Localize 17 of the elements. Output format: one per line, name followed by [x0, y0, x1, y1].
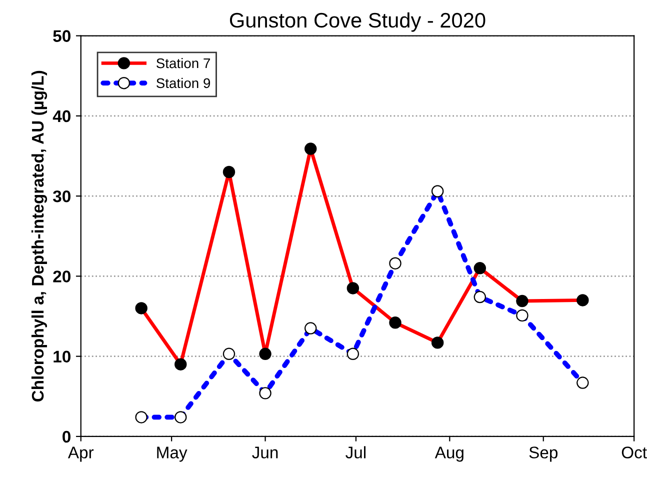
x-tick-label: May	[157, 446, 188, 462]
legend-label: Station 9	[156, 78, 210, 88]
y-tick-label: 40	[52, 110, 70, 122]
x-tick-label: Aug	[434, 446, 464, 462]
y-tick-label: 50	[53, 30, 70, 42]
legend-label: Station 7	[156, 58, 210, 68]
y-tick-label: 10	[54, 350, 70, 363]
y-tick-label: 30	[53, 190, 70, 202]
y-tick-label: 0	[62, 430, 70, 443]
x-tick-label: Sep	[529, 446, 558, 462]
x-tick-label: Jun	[252, 446, 278, 458]
x-tick-label: Oct	[622, 446, 647, 458]
x-tick-label: Apr	[68, 446, 94, 462]
y-tick-label: 20	[53, 270, 70, 282]
y-axis-title: Chlorophyll a, Depth-integrated, AU (µg/L)	[31, 70, 48, 402]
chart-title: Gunston Cove Study - 2020	[230, 12, 486, 32]
x-tick-label: Jul	[346, 446, 366, 458]
